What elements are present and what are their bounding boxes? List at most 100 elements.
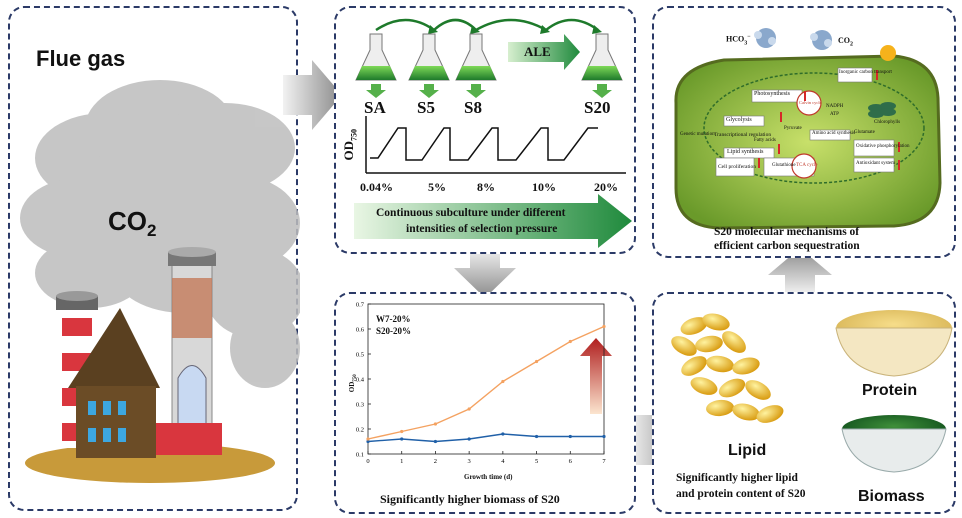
label-lipid: Lipid synthesis [727,149,764,155]
calvin-cycle [796,90,822,116]
biomass-panel: 0.1 0.2 0.3 0.4 0.5 0.6 0.7 0 1 2 3 4 5 6 7 W7-20% S20… [334,292,636,514]
products-illustration [671,310,953,473]
conc-label-2: 5% [428,180,446,194]
conc-label-3: 8% [477,180,495,194]
label-fatty: Fatty acids [754,138,776,143]
protein-label: Protein [862,382,918,399]
pathway-boxes [715,67,895,177]
flask-label-s8: S8 [464,98,482,117]
smoke-cloud [20,80,300,388]
y-tick-label: 0.4 [356,377,365,384]
legend-s20: S20-20% [376,326,412,336]
label-inorganic: Inorganic carbon transport [839,70,892,75]
y-tick-label: 0.7 [356,302,365,309]
cell-illustration [674,28,942,230]
legend-w7: W7-20% [376,314,411,324]
chart-x-label: Growth time (d) [464,473,513,481]
ale-arrow [508,34,580,70]
label-pyruvate: Pyruvate [784,126,802,131]
x-tick-label: 4 [501,458,505,465]
biomass-caption: Significantly higher biomass of S20 [380,492,560,506]
down-arrows [366,84,612,98]
data-point [568,434,572,439]
data-point [568,339,572,344]
mech-caption-1: S20 molecular mechanisms of [714,226,860,238]
data-point [433,422,438,426]
sun-icon [880,45,896,61]
data-point [467,437,471,441]
label-transcription: Transcriptional regulation [714,132,772,138]
flue-gas-panel: Flue gas CO2 [8,6,300,511]
od-axis-label: OD750 [340,129,359,161]
flue-gas-title: Flue gas [36,46,126,71]
cell-membrane [674,54,942,230]
flask-s20 [581,33,623,81]
mechanism-panel: HCO3− CO2 Photosynthesis Inorganic carbo… [652,6,956,258]
ale-label: ALE [524,44,551,59]
flask-s8 [455,33,497,81]
data-point [366,437,370,441]
data-point [534,359,539,364]
x-tick-label: 1 [400,458,403,465]
x-tick-label: 2 [434,458,437,465]
mech-caption-2: efficient carbon sequestration [714,240,860,252]
data-point [602,434,606,439]
flask-sa [355,33,397,81]
ale-panel: ALE SA S5 S8 S20 OD750 0.04% 5% 8% 10% 2… [334,6,636,254]
y-tick-label: 0.6 [356,327,365,334]
od-dividers [405,128,549,160]
label-photosynthesis: Photosynthesis [754,91,791,97]
label-genetic: Genetic mutation [680,132,715,137]
data-point [467,407,471,411]
x-tick-label: 0 [366,458,369,465]
y-tick-label: 0.3 [356,402,364,409]
banner-line-2: intensities of selection pressure [406,223,558,235]
lipid-label: Lipid [728,442,767,459]
factory-illustration [20,80,300,483]
biomass-label: Biomass [858,488,925,505]
thylakoid [868,102,896,118]
label-chlorophyll: Chlorophylls [874,120,901,125]
label-antioxidant: Antioxidant system [856,161,896,166]
y-tick-label: 0.1 [356,452,364,459]
label-amino: Amino acid synthesis [812,131,856,136]
data-point [400,429,404,434]
products-caption-1: Significantly higher lipid [676,472,798,484]
biomass-chart: 0.1 0.2 0.3 0.4 0.5 0.6 0.7 0 1 2 3 4 5 6 7 [356,302,612,465]
upregulation-arrows [758,70,900,170]
conc-label-5: 20% [594,180,618,194]
data-point [602,324,606,329]
flask-s5 [408,33,450,81]
transfer-arrows [375,18,599,32]
x-tick-label: 5 [535,458,538,465]
label-glutamate: Glutamate [854,130,875,135]
hco3-label: HCO3− [726,34,751,47]
x-tick-label: 7 [602,458,606,465]
data-point [534,434,539,439]
flask-label-sa: SA [364,98,386,117]
x-tick-label: 3 [468,458,471,465]
lipid-capsules [671,313,784,423]
protein-bowl [835,310,953,377]
increase-arrow [580,338,612,414]
od-sawtooth [370,127,598,161]
x-tick-label: 6 [569,458,573,465]
label-glycolysis: Glycolysis [726,117,752,123]
products-panel: Lipid Protein Biomass Significantly high… [652,292,956,514]
y-tick-label: 0.5 [356,352,364,359]
od-axes [365,116,626,174]
banner-line-1: Continuous subculture under different [376,207,566,219]
factory-house [68,308,160,458]
flask-label-s5: S5 [417,98,435,117]
data-point [366,439,370,444]
data-point [501,379,505,384]
label-oxidative: Oxidative phosphorylation [856,144,910,149]
y-tick-label: 0.2 [356,427,364,434]
data-point [501,432,505,436]
tca-cycle [791,153,817,179]
conc-label-1: 0.04% [360,180,393,194]
co2-small-label: CO2 [838,36,853,48]
label-nadph: NADPH [826,104,844,109]
series-line-0 [367,433,604,443]
label-glutathione: Glutathione [772,163,796,168]
